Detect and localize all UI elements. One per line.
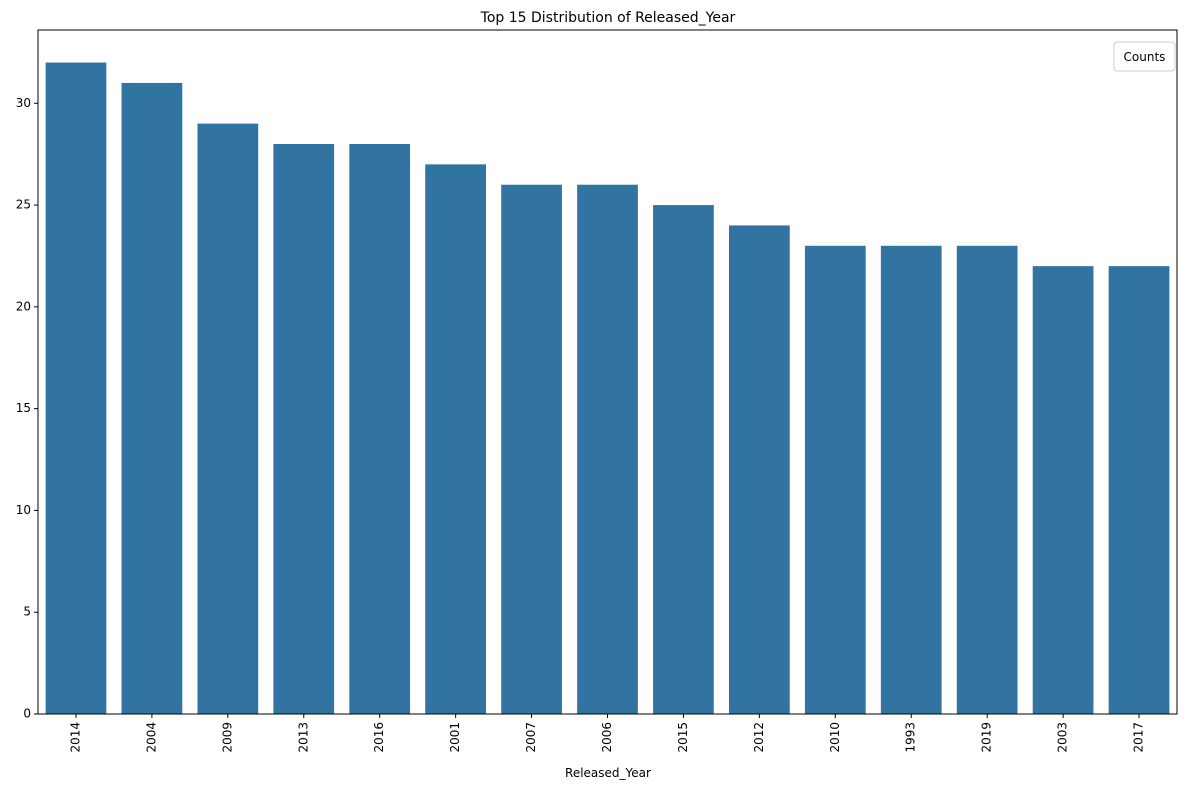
x-tick-label-2014: 2014 <box>68 722 82 753</box>
y-tick-label-5: 5 <box>23 605 31 619</box>
x-tick-label-2006: 2006 <box>600 722 614 753</box>
bar-2010 <box>804 245 866 715</box>
bar-2014 <box>45 62 107 715</box>
x-tick-label-2017: 2017 <box>1132 722 1146 753</box>
plot-frame <box>37 29 1178 715</box>
y-tick-label-30: 30 <box>16 96 31 110</box>
bar-1993 <box>880 245 942 715</box>
y-axis: 0 5 10 15 20 25 30 <box>16 96 38 721</box>
x-tick-label-2003: 2003 <box>1056 722 1070 753</box>
x-tick-label-2012: 2012 <box>752 722 766 753</box>
x-tick-label-1993: 1993 <box>904 722 918 753</box>
x-tick-label-2010: 2010 <box>828 722 842 753</box>
x-tick-label-2015: 2015 <box>676 722 690 753</box>
y-tick-label-15: 15 <box>16 401 31 415</box>
bar-2015 <box>653 205 714 715</box>
bar-2001 <box>425 164 487 714</box>
x-axis: 2014 2004 2009 2013 2016 2001 2007 2006 2015 2012… <box>68 714 1146 753</box>
y-tick-label-10: 10 <box>16 503 31 517</box>
chart-title: Top 15 Distribution of Released_Year <box>480 10 736 26</box>
bar-2016 <box>349 144 411 714</box>
bar-2009 <box>197 123 259 714</box>
x-tick-label-2016: 2016 <box>372 722 386 753</box>
x-tick-label-2013: 2013 <box>296 722 310 753</box>
y-tick-label-20: 20 <box>16 299 31 313</box>
x-tick-label-2009: 2009 <box>220 722 234 753</box>
bar-2012 <box>728 225 790 714</box>
legend: Counts <box>1113 41 1176 72</box>
bars <box>45 62 1170 715</box>
x-tick-label-2019: 2019 <box>980 722 994 753</box>
bar-2006 <box>577 184 638 714</box>
x-axis-label: Released_Year <box>565 766 651 780</box>
y-tick-label-0: 0 <box>23 707 31 721</box>
bar-2003 <box>1032 266 1094 714</box>
bar-2019 <box>956 245 1018 715</box>
x-tick-label-2007: 2007 <box>524 722 538 753</box>
bar-2004 <box>121 82 183 714</box>
legend-title: Counts <box>1124 50 1166 64</box>
legend-box <box>1113 41 1176 72</box>
bar-2007 <box>501 184 562 714</box>
x-tick-label-2004: 2004 <box>144 722 158 753</box>
bar-2013 <box>273 144 335 714</box>
x-tick-label-2001: 2001 <box>448 722 462 753</box>
bar-2017 <box>1108 266 1170 714</box>
y-tick-label-25: 25 <box>16 198 31 212</box>
